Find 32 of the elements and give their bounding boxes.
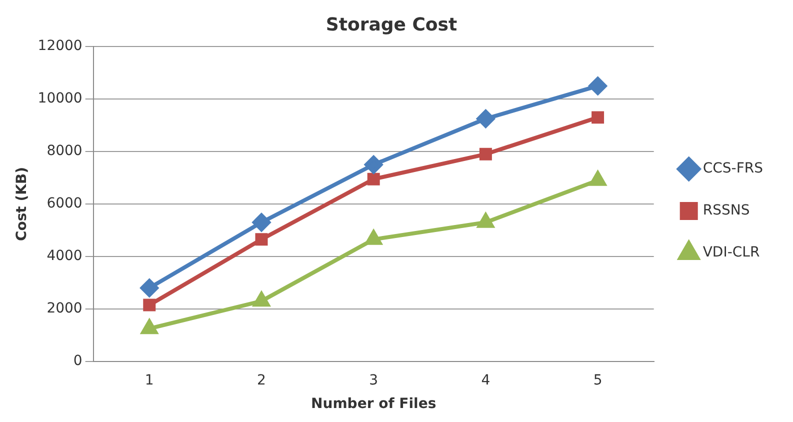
x-tick-label: 4 bbox=[481, 372, 490, 388]
point bbox=[366, 230, 382, 245]
point bbox=[478, 213, 494, 228]
legend-label: VDI-CLR bbox=[702, 244, 760, 261]
chart-title: Storage Cost bbox=[326, 14, 458, 36]
y-axis-title: Cost (KB) bbox=[14, 166, 30, 242]
point bbox=[476, 110, 495, 128]
y-tick-label: 12000 bbox=[38, 38, 82, 54]
point bbox=[253, 292, 270, 307]
y-tick-label: 6000 bbox=[46, 196, 82, 212]
y-tick-label: 2000 bbox=[46, 300, 82, 317]
y-tick-label: 8000 bbox=[46, 143, 82, 160]
x-tick-label: 3 bbox=[369, 372, 378, 388]
y-tick-label: 0 bbox=[73, 353, 82, 370]
x-tick-label: 1 bbox=[144, 372, 154, 388]
point bbox=[364, 156, 383, 174]
point bbox=[255, 233, 268, 246]
x-axis-title: Number of Files bbox=[311, 396, 436, 412]
y-tick-label: 4000 bbox=[46, 248, 82, 264]
point bbox=[143, 298, 156, 312]
point bbox=[367, 172, 380, 186]
point bbox=[252, 213, 270, 232]
y-tick-label: 10000 bbox=[38, 90, 82, 107]
legend-label: CCS-FRS bbox=[702, 160, 764, 177]
point bbox=[592, 111, 604, 124]
x-tick-label: 2 bbox=[257, 372, 266, 388]
legend-label: RSSNS bbox=[702, 202, 750, 219]
point bbox=[479, 148, 492, 160]
point bbox=[141, 320, 158, 334]
point bbox=[140, 278, 158, 297]
x-tick-label: 5 bbox=[593, 372, 602, 388]
point bbox=[588, 76, 607, 95]
